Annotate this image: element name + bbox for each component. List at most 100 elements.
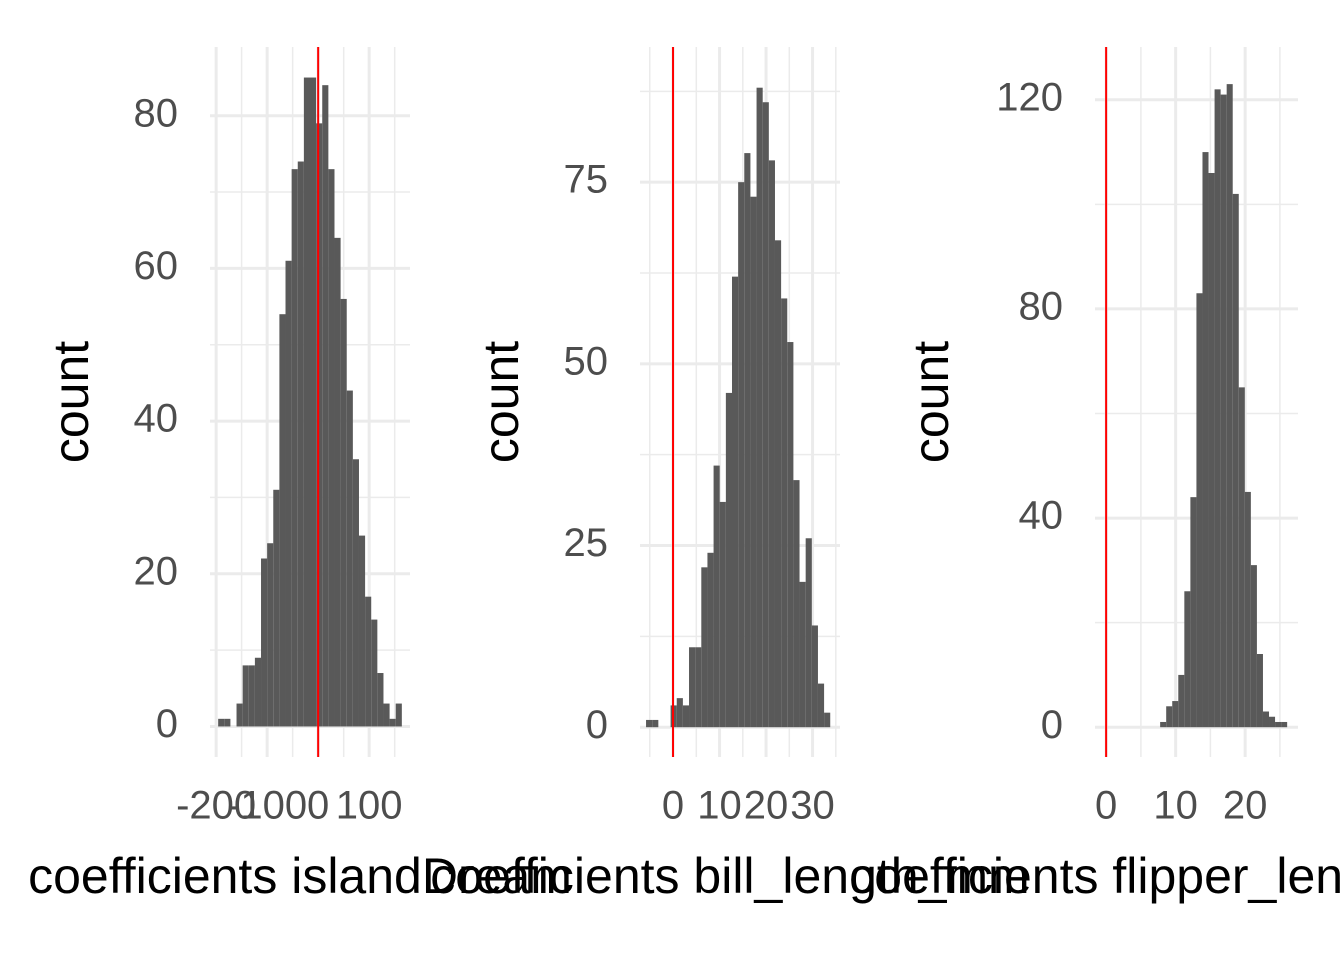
y-tick-label: 75	[564, 158, 609, 202]
histogram-bar	[805, 538, 812, 728]
histogram-bar	[303, 77, 310, 727]
histogram-bar	[371, 619, 378, 727]
y-tick-label: 80	[1019, 284, 1064, 328]
histogram-bar	[1172, 701, 1179, 728]
x-axis-title: coefficients islandDream	[28, 848, 572, 904]
histogram-bar	[774, 240, 782, 728]
y-tick-label: 80	[134, 91, 179, 135]
x-tick-label: 20	[744, 784, 789, 828]
histogram-bar	[768, 160, 775, 728]
histogram-bar	[1269, 716, 1276, 728]
histogram-bar	[383, 703, 390, 727]
histogram-bar	[365, 596, 372, 727]
histogram-bar	[811, 625, 818, 728]
histogram-bar	[1220, 94, 1227, 728]
histogram-bar	[340, 298, 347, 727]
histogram-bar	[695, 647, 702, 728]
y-tick-label: 40	[134, 397, 179, 441]
histogram-bar	[328, 169, 335, 727]
histogram-bar	[750, 196, 757, 728]
histogram-bar	[824, 712, 831, 728]
x-axis-title: coefficients bill_length_mm	[430, 848, 1029, 904]
histogram-bar	[799, 581, 806, 728]
y-tick-label: 0	[586, 703, 608, 747]
histogram-bar	[1190, 497, 1197, 728]
x-tick-label: 10	[697, 784, 742, 828]
histogram-bar	[273, 489, 280, 727]
histogram-bar	[334, 237, 341, 727]
x-tick-label: 0	[1095, 784, 1117, 828]
histogram-bar	[1166, 706, 1173, 728]
histogram-bar	[236, 703, 243, 727]
histogram-bar	[762, 102, 769, 728]
y-tick-label: 0	[156, 702, 178, 746]
histogram-bar	[358, 535, 366, 727]
histogram-bar	[781, 298, 788, 728]
y-tick-label: 120	[996, 75, 1063, 119]
histogram-bar	[267, 543, 274, 727]
histogram-bar	[1196, 293, 1203, 728]
histogram-bar	[261, 558, 268, 727]
x-tick-label: 100	[336, 784, 403, 828]
histogram-bar	[682, 705, 690, 728]
histogram-bar	[1232, 193, 1239, 728]
histogram-bar	[652, 719, 659, 728]
histogram-bar	[1238, 387, 1245, 728]
x-tick-label: -200	[176, 784, 256, 828]
histogram-bar	[646, 719, 653, 728]
y-axis-title: count	[903, 341, 959, 463]
histogram-bar	[707, 552, 714, 728]
histogram-bar	[1202, 152, 1209, 728]
histogram-bar	[738, 182, 745, 728]
histogram-bar	[218, 718, 225, 727]
y-tick-label: 25	[564, 521, 609, 565]
histogram-bar	[732, 276, 739, 728]
histogram-bar	[285, 260, 292, 727]
histogram-bar	[1184, 591, 1191, 728]
y-tick-label: 60	[134, 244, 179, 288]
histogram-bar	[1226, 84, 1233, 728]
histogram-bar	[1208, 173, 1215, 728]
histogram-bar	[787, 342, 794, 728]
histogram-bar	[316, 123, 323, 727]
y-tick-label: 0	[1041, 703, 1063, 747]
histogram-bar	[1244, 491, 1251, 728]
histogram-bar	[744, 153, 751, 728]
histogram-bar	[279, 314, 286, 727]
histogram-bar	[1262, 711, 1270, 728]
histogram-bar	[224, 718, 231, 727]
histogram-bar	[1275, 721, 1282, 728]
histogram-bar	[793, 480, 800, 728]
histogram-bar	[1281, 721, 1288, 728]
histogram-bar	[719, 501, 726, 728]
x-tick-label: 20	[1223, 784, 1268, 828]
histogram-bar	[310, 77, 317, 727]
x-tick-label: -100	[227, 784, 307, 828]
histogram-bar	[352, 459, 359, 727]
y-tick-label: 50	[564, 339, 609, 383]
histogram-bar	[1178, 674, 1185, 728]
y-axis-title: count	[43, 341, 99, 463]
histogram-bar	[377, 673, 384, 727]
histogram-bar	[817, 683, 825, 728]
x-tick-label: 30	[790, 784, 835, 828]
histogram-bar	[291, 169, 298, 727]
histogram-bar	[297, 161, 304, 727]
x-tick-label: 10	[1153, 784, 1198, 828]
histogram-bar	[1214, 89, 1221, 728]
histogram-bar	[1250, 565, 1257, 728]
y-tick-label: 20	[134, 549, 179, 593]
histogram-bar	[756, 87, 763, 728]
histogram-bar	[248, 665, 255, 727]
histogram-bar	[389, 718, 396, 727]
histogram-bar	[395, 703, 402, 727]
histogram-bar	[713, 465, 720, 728]
histogram-bar	[242, 665, 249, 727]
histogram-bar	[346, 390, 353, 727]
x-axis-title: coefficients flipper_length_mm	[849, 848, 1344, 904]
histogram-bar	[689, 647, 696, 728]
histogram-bar	[1256, 654, 1263, 728]
histogram-bar	[322, 85, 329, 727]
x-tick-label: 0	[662, 784, 684, 828]
